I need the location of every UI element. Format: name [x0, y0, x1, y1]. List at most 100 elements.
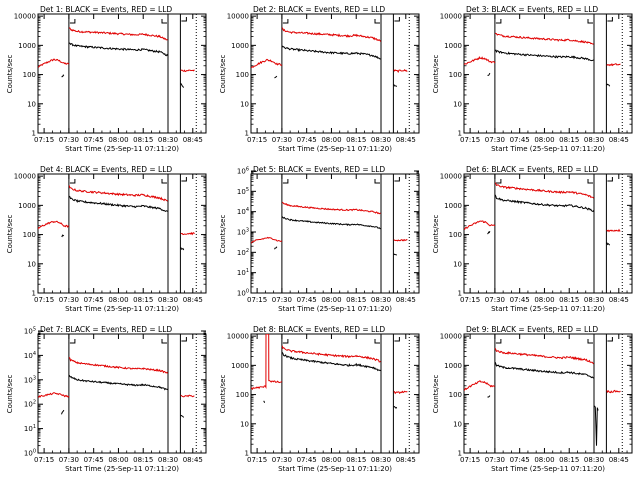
y-tick-label: 100 — [237, 289, 249, 298]
events-series-line — [487, 395, 491, 398]
events-series-line — [68, 374, 169, 391]
interval-bracket — [587, 339, 594, 344]
lld-series-line — [68, 356, 169, 374]
lld-series-line — [464, 220, 496, 230]
x-tick-label: 07:45 — [84, 136, 104, 144]
lld-series-line — [494, 182, 595, 199]
x-tick-label: 07:30 — [59, 296, 79, 304]
events-series-line — [487, 72, 491, 76]
y-tick-label: 10 — [453, 420, 462, 428]
lld-series-line — [606, 389, 621, 394]
interval-bracket — [607, 17, 613, 22]
y-tick-label: 106 — [237, 167, 249, 176]
events-series-line — [393, 84, 398, 87]
x-tick-label: 07:45 — [297, 136, 317, 144]
y-tick-label: 10000 — [14, 13, 36, 21]
x-tick-label: 07:45 — [510, 456, 530, 464]
lld-series-line — [464, 380, 496, 391]
panel-title: Det 5: BLACK = Events, RED = LLD — [253, 165, 385, 174]
y-axis-title: Counts/sec — [219, 55, 227, 94]
y-tick-label: 100 — [449, 391, 462, 399]
lld-series-line — [38, 220, 70, 230]
x-tick-label: 08:30 — [371, 296, 391, 304]
events-series-line — [180, 83, 185, 88]
detector-panel-2: Det 2: BLACK = Events, RED = LLD 1 10 100 10… — [219, 5, 420, 153]
interval-bracket — [161, 339, 168, 344]
events-series-line — [263, 400, 265, 403]
y-tick-label: 10000 — [227, 333, 249, 341]
x-tick-label: 08:15 — [346, 136, 366, 144]
plot-frame — [463, 13, 633, 134]
x-axis-title: Start Time (25-Sep-11 07:11:20) — [491, 465, 605, 473]
x-tick-label: 07:30 — [272, 456, 292, 464]
interval-bracket — [374, 19, 381, 24]
interval-bracket — [69, 179, 76, 184]
lld-series-line — [251, 58, 283, 69]
x-tick-label: 07:30 — [272, 296, 292, 304]
events-series-line — [61, 409, 65, 415]
y-tick-label: 100 — [23, 231, 36, 239]
plot-frame — [463, 173, 633, 294]
events-series-line — [281, 352, 381, 372]
y-tick-label: 1000 — [444, 42, 462, 50]
y-tick-label: 1 — [458, 290, 462, 298]
panel-title: Det 7: BLACK = Events, RED = LLD — [40, 325, 172, 334]
x-tick-label: 07:45 — [510, 296, 530, 304]
y-tick-label: 102 — [24, 400, 36, 409]
lld-series-line — [393, 68, 408, 73]
x-tick-label: 07:30 — [485, 456, 505, 464]
y-axis-title: Counts/sec — [432, 55, 440, 94]
panel-title: Det 1: BLACK = Events, RED = LLD — [40, 5, 172, 14]
x-tick-label: 07:30 — [59, 136, 79, 144]
lld-series-line — [606, 228, 621, 233]
x-tick-label: 07:45 — [84, 456, 104, 464]
y-tick-label: 1 — [458, 130, 462, 138]
plot-frame — [250, 13, 420, 134]
events-series-line — [494, 49, 594, 62]
y-axis-title: Counts/sec — [432, 215, 440, 254]
y-tick-label: 1 — [458, 450, 462, 458]
events-series-line — [487, 230, 491, 235]
x-tick-label: 08:45 — [396, 136, 416, 144]
lld-series-line — [393, 390, 408, 395]
lld-series-line — [393, 238, 408, 242]
interval-bracket — [181, 177, 187, 182]
detector-panel-3: Det 3: BLACK = Events, RED = LLD 1 10 100 10… — [432, 5, 633, 153]
y-tick-label: 10000 — [440, 173, 462, 181]
lld-series-line — [68, 185, 168, 202]
x-tick-label: 07:15 — [34, 456, 54, 464]
y-tick-label: 1000 — [444, 362, 462, 370]
lld-series-line — [251, 334, 283, 391]
events-series-line — [393, 405, 398, 410]
x-tick-label: 08:30 — [584, 456, 604, 464]
x-tick-label: 08:00 — [321, 456, 341, 464]
x-axis-title: Start Time (25-Sep-11 07:11:20) — [65, 145, 179, 153]
panel-title: Det 2: BLACK = Events, RED = LLD — [253, 5, 385, 14]
lld-series-line — [281, 345, 381, 363]
events-series-line — [494, 362, 594, 379]
events-series-line — [68, 195, 168, 213]
x-tick-label: 07:30 — [485, 136, 505, 144]
x-tick-label: 08:00 — [108, 136, 128, 144]
y-axis-title: Counts/sec — [219, 375, 227, 414]
events-series-line — [281, 45, 381, 60]
y-tick-label: 10 — [27, 100, 36, 108]
y-tick-label: 1000 — [18, 202, 36, 210]
events-series-line — [61, 234, 65, 238]
y-tick-label: 101 — [237, 268, 249, 277]
x-axis-title: Start Time (25-Sep-11 07:11:20) — [491, 145, 605, 153]
interval-bracket — [282, 19, 289, 24]
x-tick-label: 07:15 — [460, 296, 480, 304]
events-series-line — [274, 246, 278, 250]
detector-panel-8: Det 8: BLACK = Events, RED = LLD 1 10 100 10… — [219, 325, 420, 473]
y-tick-label: 10 — [453, 260, 462, 268]
lld-series-line — [464, 56, 496, 65]
interval-bracket — [394, 177, 400, 182]
y-tick-label: 10 — [453, 100, 462, 108]
events-series-line — [594, 405, 599, 446]
panel-title: Det 8: BLACK = Events, RED = LLD — [253, 325, 385, 334]
lld-series-line — [281, 27, 382, 42]
y-tick-label: 10 — [27, 260, 36, 268]
y-tick-label: 1 — [32, 290, 36, 298]
x-tick-label: 07:15 — [247, 296, 267, 304]
